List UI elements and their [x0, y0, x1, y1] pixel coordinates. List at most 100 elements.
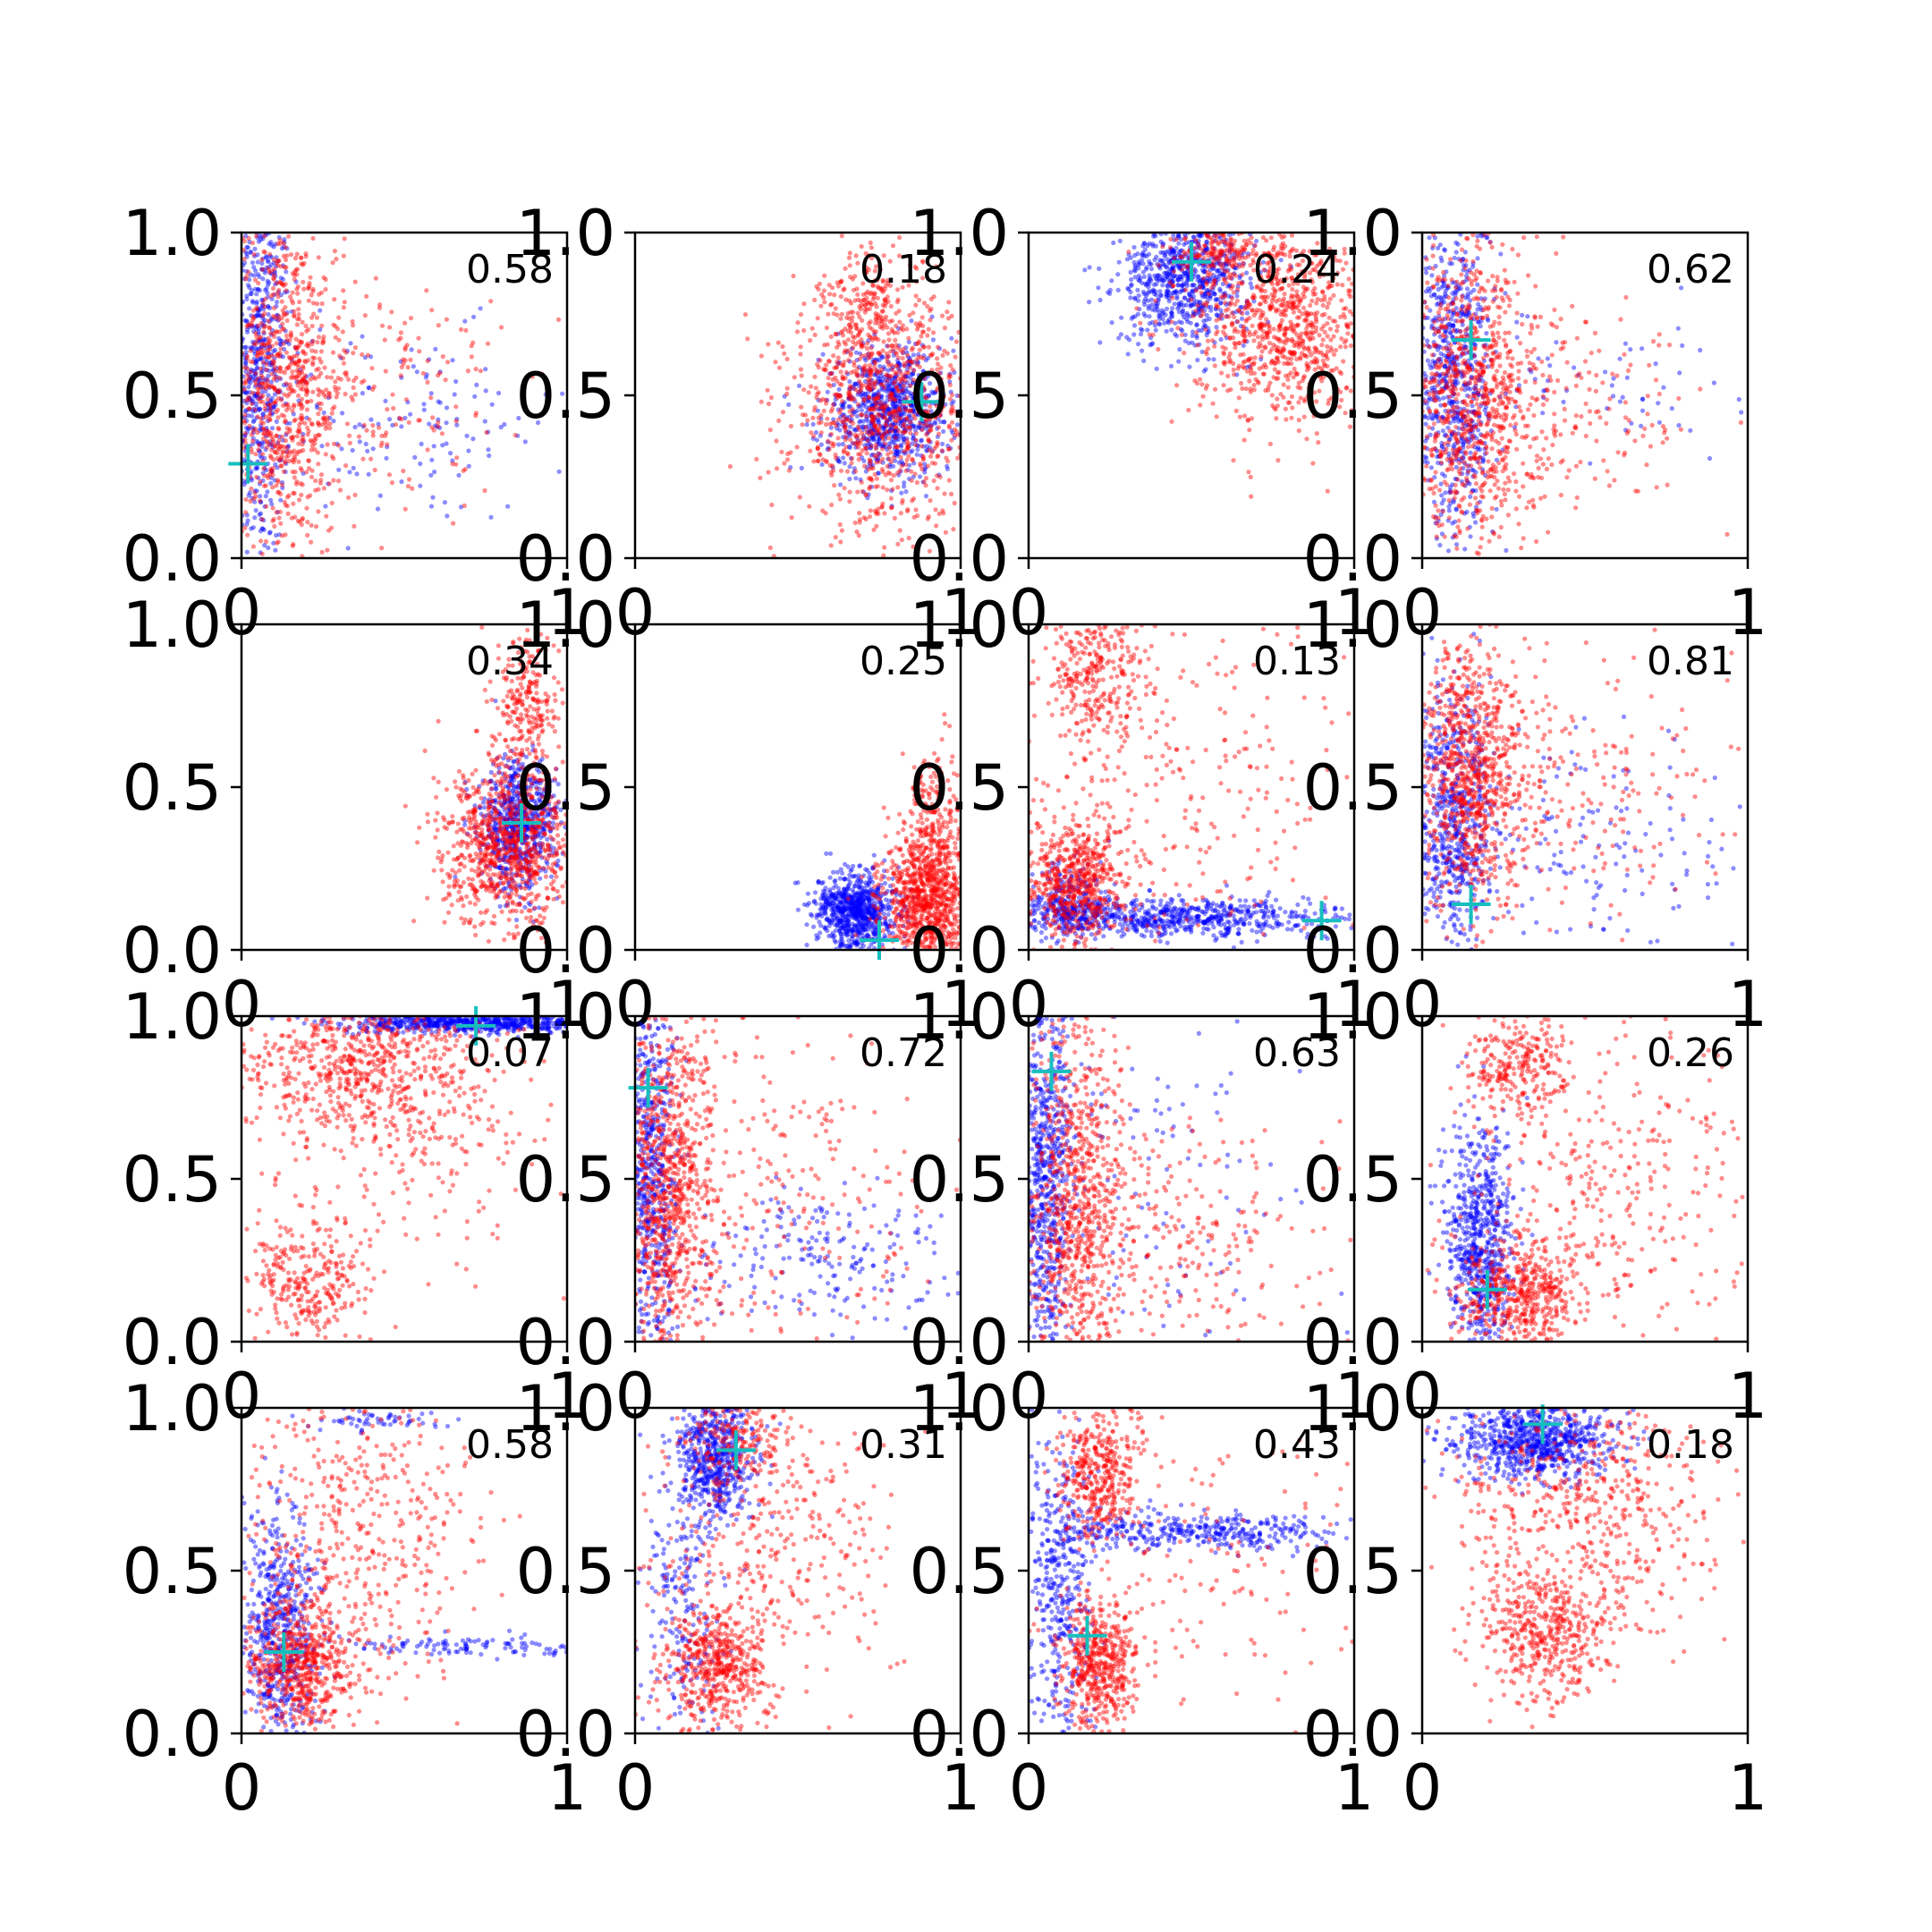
scatter-point [243, 250, 249, 255]
scatter-point [868, 428, 874, 433]
scatter-point [292, 514, 298, 520]
scatter-point [926, 326, 931, 332]
scatter-point [270, 361, 275, 367]
scatter-point [953, 354, 958, 360]
scatter-point [1325, 363, 1330, 369]
scatter-point [377, 305, 382, 310]
scatter-point [318, 326, 323, 333]
scatter-point [907, 412, 912, 418]
scatter-point [360, 456, 366, 462]
scatter-point [302, 378, 308, 384]
scatter-point [1184, 317, 1190, 322]
scatter-point [875, 417, 880, 422]
scatter-point [271, 267, 276, 272]
scatter-point [852, 386, 857, 392]
scatter-point [903, 386, 909, 391]
scatter-point [881, 553, 886, 558]
scatter-point [1166, 299, 1172, 304]
scatter-point [399, 375, 404, 380]
scatter-point [859, 343, 864, 348]
scatter-point [861, 366, 867, 371]
scatter-point [861, 397, 867, 402]
scatter-point [903, 406, 909, 411]
scatter-point [831, 311, 836, 317]
scatter-point [918, 461, 923, 467]
scatter-point [1241, 329, 1247, 335]
scatter-point [1261, 371, 1267, 377]
scatter-point [859, 299, 864, 304]
scatter-point [1115, 272, 1121, 277]
scatter-point [1241, 360, 1246, 365]
scatter-point [246, 235, 251, 242]
scatter-point [943, 530, 948, 535]
scatter-point [244, 513, 250, 518]
scatter-point [274, 510, 279, 515]
scatter-point [279, 434, 284, 439]
scatter-point [919, 334, 924, 339]
scatter-point [840, 333, 846, 338]
scatter-point [1247, 356, 1252, 362]
scatter-point [1133, 265, 1139, 270]
scatter-point [297, 422, 302, 428]
scatter-point [1280, 299, 1285, 304]
scatter-point [1232, 265, 1237, 270]
scatter-point [1183, 241, 1189, 246]
scatter-point [902, 411, 907, 417]
scatter-point [869, 395, 875, 401]
scatter-point [1200, 284, 1206, 289]
scatter-point [296, 369, 301, 375]
scatter-point [326, 391, 332, 396]
scatter-point [1274, 355, 1279, 360]
scatter-point [1182, 270, 1188, 276]
scatter-point [255, 235, 260, 241]
scatter-point [1227, 284, 1233, 289]
scatter-point [1179, 332, 1184, 337]
scatter-point [292, 388, 297, 394]
scatter-point [350, 447, 355, 453]
scatter-point [955, 455, 961, 461]
scatter-point [940, 448, 945, 454]
scatter-point [284, 311, 289, 317]
scatter-point [247, 240, 252, 245]
scatter-point [1216, 314, 1222, 319]
scatter-point [916, 425, 921, 430]
scatter-point [416, 418, 421, 423]
scatter-point [1214, 318, 1219, 323]
scatter-point [391, 405, 396, 411]
scatter-point [259, 386, 266, 391]
scatter-point [1242, 304, 1249, 309]
scatter-point [1248, 263, 1253, 268]
scatter-point [1261, 298, 1267, 303]
scatter-point [812, 297, 818, 302]
scatter-point [256, 239, 261, 244]
scatter-point [347, 470, 352, 475]
scatter-point [844, 349, 850, 354]
scatter-point [925, 463, 931, 469]
scatter-point [835, 331, 841, 336]
scatter-point [277, 280, 283, 285]
scatter-point [1250, 308, 1255, 313]
scatter-point [1191, 267, 1197, 272]
scatter-point [785, 451, 791, 456]
scatter-point [269, 469, 275, 474]
scatter-point [282, 240, 287, 245]
scatter-point [1244, 317, 1250, 323]
scatter-point [1309, 320, 1314, 326]
scatter-point [258, 369, 264, 375]
scatter-point [1171, 274, 1176, 279]
scatter-point [1233, 309, 1240, 315]
scatter-point [837, 381, 843, 386]
scatter-point [876, 506, 881, 512]
scatter-point [872, 432, 878, 438]
scatter-point [250, 436, 256, 441]
scatter-point [430, 495, 436, 500]
scatter-point [247, 277, 252, 283]
scatter-point [299, 522, 304, 528]
scatter-point [916, 341, 921, 346]
scatter-point [444, 405, 450, 411]
scatter-point [818, 416, 824, 421]
scatter-point [882, 415, 888, 420]
scatter-point [397, 415, 402, 420]
scatter-point [809, 430, 814, 436]
scatter-point [858, 388, 863, 394]
